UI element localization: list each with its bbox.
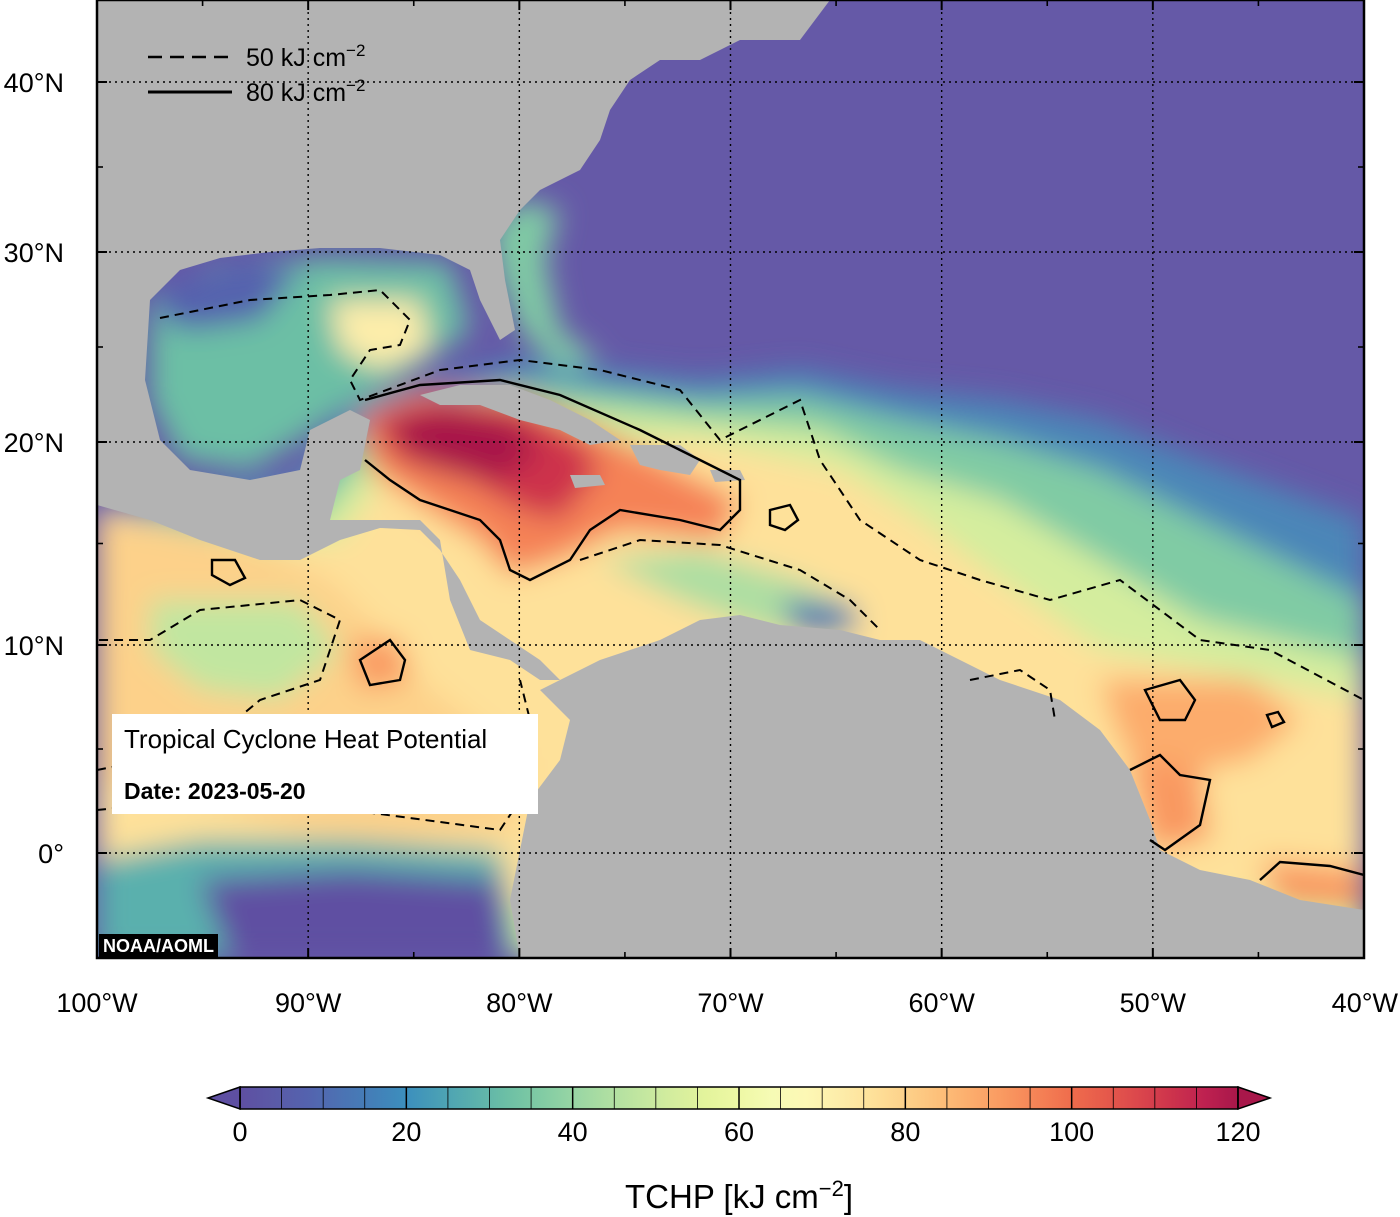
colorbar-tick-label: 20 <box>391 1117 421 1147</box>
lon-label: 90°W <box>275 988 342 1018</box>
longitude-labels: 100°W 90°W 80°W 70°W 60°W 50°W 40°W <box>56 988 1398 1018</box>
axis-ticks <box>96 0 1365 958</box>
contour-80-small <box>768 503 800 532</box>
lat-label: 30°N <box>4 238 64 268</box>
colorbar-ticks: 0 20 40 60 80 100 120 <box>232 1087 1261 1147</box>
colorbar-max-extend <box>1237 1085 1273 1111</box>
colorbar-tick-label: 0 <box>232 1117 247 1147</box>
colorbar-tick-label: 60 <box>724 1117 754 1147</box>
colorbar: 0 20 40 60 80 100 120 <box>205 1085 1273 1147</box>
lon-label: 60°W <box>909 988 976 1018</box>
colorbar-title: TCHP [kJ cm−2] <box>625 1176 853 1215</box>
contour-80-pacific-small <box>210 558 247 587</box>
contour-50-caribbean-south <box>579 538 881 631</box>
colorbar-tick-label: 100 <box>1049 1117 1094 1147</box>
lon-label: 70°W <box>697 988 764 1018</box>
contour-50-pacific-south <box>97 679 532 832</box>
contour-50-north <box>159 288 1364 701</box>
product-title: Tropical Cyclone Heat Potential <box>124 724 488 754</box>
latitude-labels: 40°N 30°N 20°N 10°N 0° <box>4 68 64 869</box>
lon-label: 40°W <box>1332 988 1399 1018</box>
credit-badge: NOAA/AOML <box>99 934 218 958</box>
lat-label: 20°N <box>4 428 64 458</box>
colorbar-tick-label: 40 <box>558 1117 588 1147</box>
product-date: Date: 2023-05-20 <box>124 778 306 804</box>
lat-label: 40°N <box>4 68 64 98</box>
contour-80-pacific <box>358 638 407 687</box>
contour-legend: 50 kJ cm−2 80 kJ cm−2 <box>148 41 365 107</box>
colorbar-tick-label: 120 <box>1215 1117 1260 1147</box>
lon-label: 50°W <box>1120 988 1187 1018</box>
legend-solid-label: 80 kJ cm−2 <box>246 76 365 107</box>
contour-80-atlantic-a <box>1143 678 1197 722</box>
tchp-contours <box>97 288 1364 881</box>
contour-80-atlantic-c <box>1259 860 1364 881</box>
contour-80-caribbean <box>364 378 742 582</box>
map-plot-area <box>97 0 1364 958</box>
contour-80-tiny <box>1265 710 1286 729</box>
legend-dashed-label: 50 kJ cm−2 <box>246 41 365 72</box>
lat-label: 10°N <box>4 631 64 661</box>
lon-label: 100°W <box>56 988 138 1018</box>
info-box: Tropical Cyclone Heat Potential Date: 20… <box>112 714 538 814</box>
lon-label: 80°W <box>486 988 553 1018</box>
contour-80-atlantic-b <box>1129 753 1212 852</box>
colorbar-min-extend <box>205 1085 241 1111</box>
colorbar-tick-label: 80 <box>890 1117 920 1147</box>
lat-label: 0° <box>38 839 64 869</box>
